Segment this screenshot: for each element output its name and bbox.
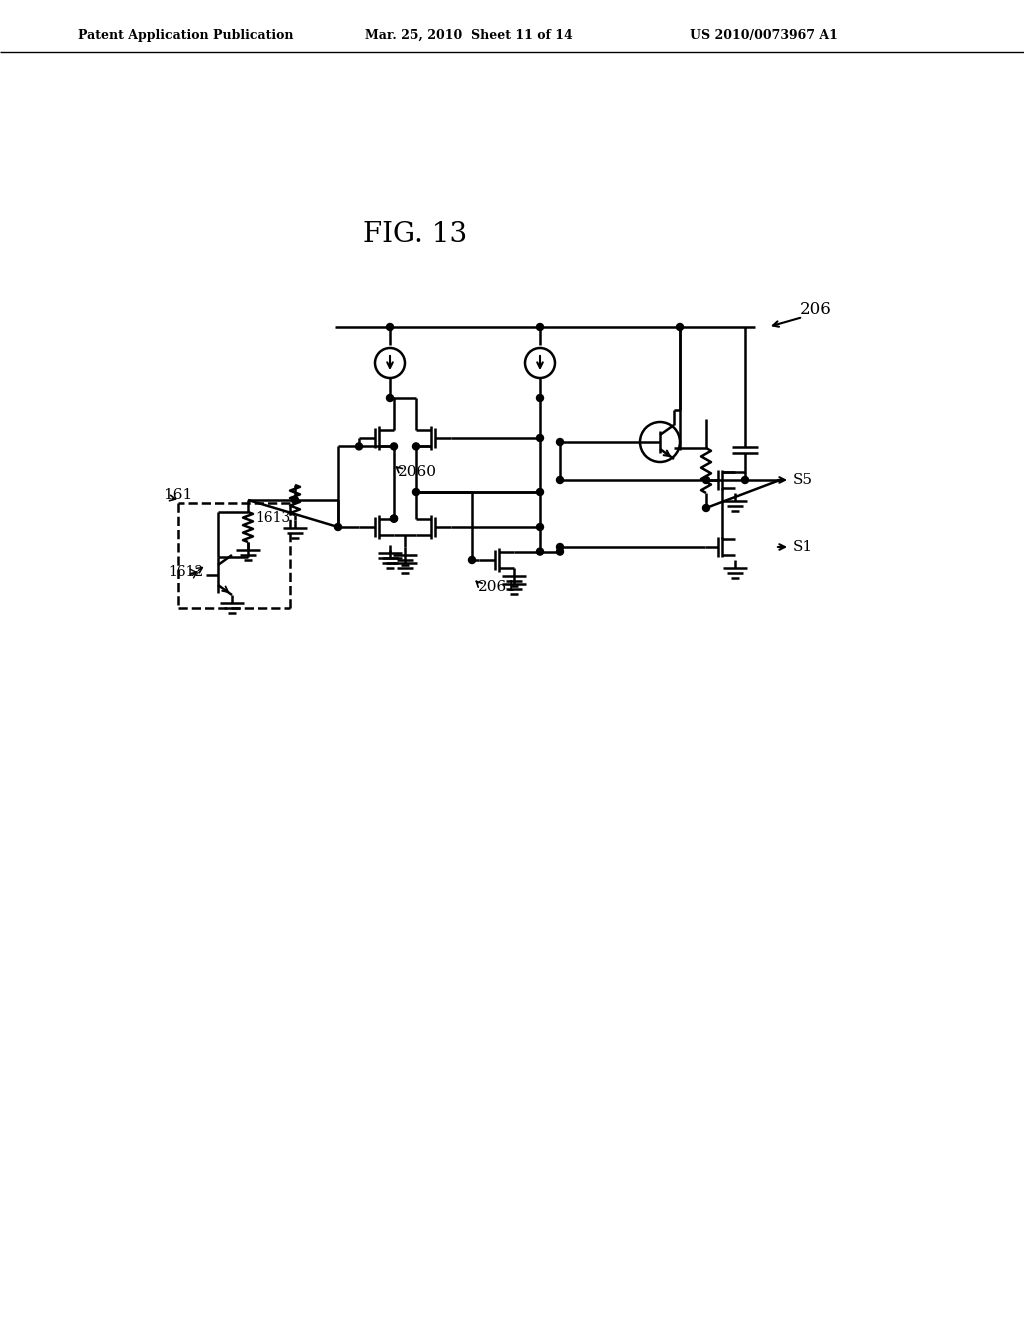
- Text: 2061: 2061: [478, 579, 517, 594]
- Circle shape: [390, 515, 397, 523]
- Circle shape: [556, 477, 563, 483]
- Circle shape: [677, 323, 683, 330]
- Circle shape: [702, 477, 710, 483]
- Text: FIG. 13: FIG. 13: [362, 222, 467, 248]
- Circle shape: [386, 395, 393, 401]
- Circle shape: [355, 444, 362, 450]
- Text: 2060: 2060: [398, 465, 437, 479]
- Circle shape: [292, 496, 299, 503]
- Text: S5: S5: [793, 473, 813, 487]
- Text: Mar. 25, 2010  Sheet 11 of 14: Mar. 25, 2010 Sheet 11 of 14: [365, 29, 572, 41]
- Circle shape: [386, 323, 393, 330]
- Circle shape: [469, 557, 475, 564]
- Text: Patent Application Publication: Patent Application Publication: [78, 29, 294, 41]
- Text: 1612: 1612: [168, 565, 203, 579]
- Circle shape: [537, 395, 544, 401]
- Text: 161: 161: [163, 488, 193, 502]
- Text: US 2010/0073967 A1: US 2010/0073967 A1: [690, 29, 838, 41]
- Circle shape: [335, 524, 341, 531]
- Circle shape: [537, 524, 544, 531]
- Circle shape: [413, 488, 420, 495]
- Circle shape: [556, 438, 563, 446]
- Circle shape: [537, 548, 544, 556]
- Circle shape: [390, 444, 397, 450]
- Text: 206: 206: [800, 301, 831, 318]
- Circle shape: [413, 444, 420, 450]
- Circle shape: [390, 515, 397, 523]
- Text: 1613: 1613: [255, 511, 290, 525]
- Circle shape: [556, 548, 563, 556]
- Circle shape: [537, 488, 544, 495]
- Text: S1: S1: [793, 540, 813, 554]
- Circle shape: [537, 434, 544, 441]
- Circle shape: [556, 544, 563, 550]
- Circle shape: [741, 477, 749, 483]
- Circle shape: [537, 323, 544, 330]
- Circle shape: [702, 504, 710, 511]
